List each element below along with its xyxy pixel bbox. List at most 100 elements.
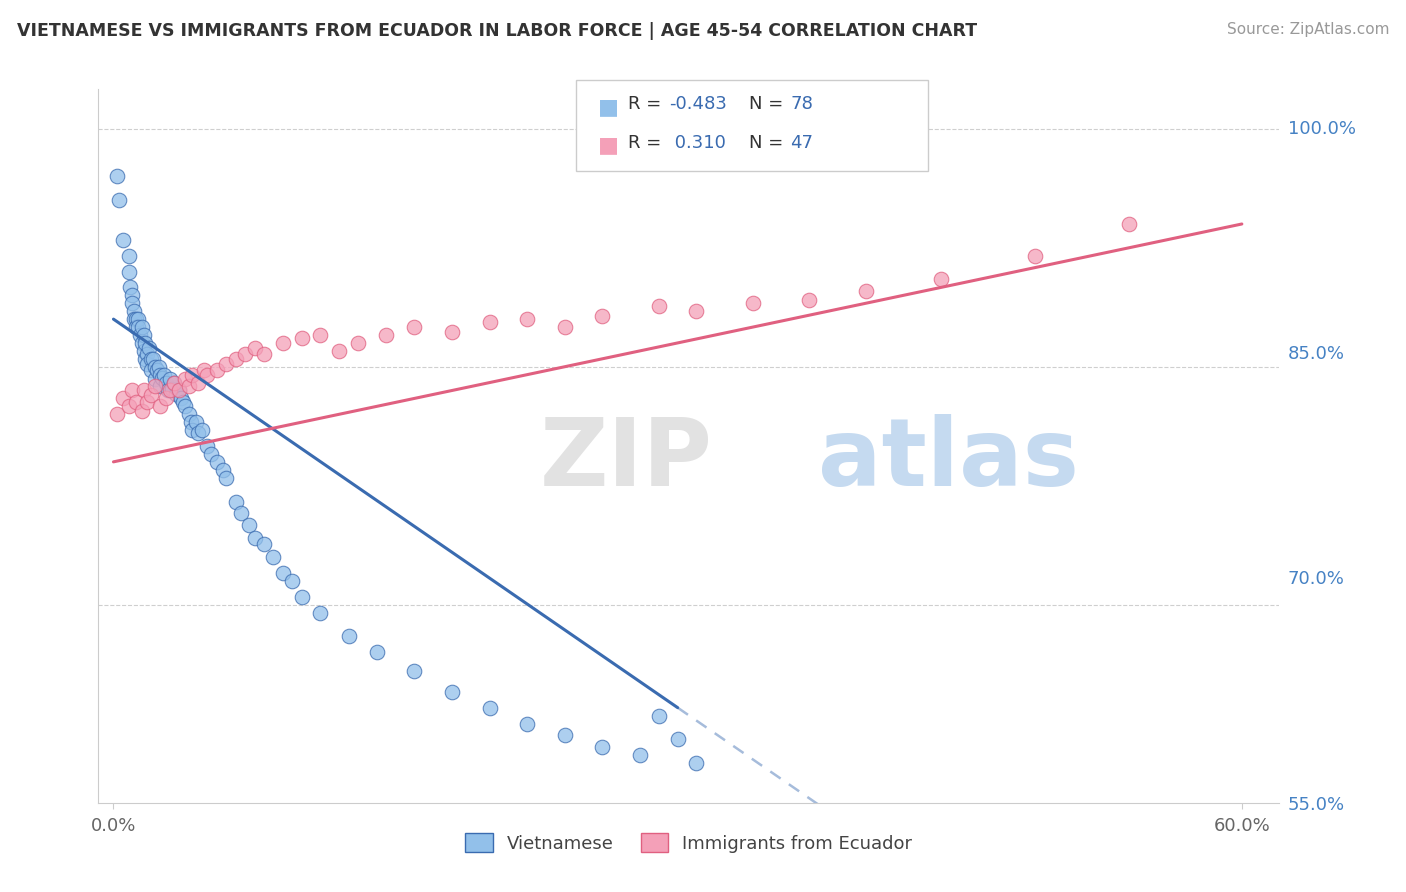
Point [628,748,651,763]
Point [741,296,763,310]
Point [155,392,177,406]
Point [108,193,131,207]
Point [174,400,197,414]
Point [191,423,214,437]
Text: Source: ZipAtlas.com: Source: ZipAtlas.com [1226,22,1389,37]
Point [685,756,707,771]
Point [290,590,312,604]
Point [127,312,149,326]
Point [134,351,156,366]
Point [648,708,671,723]
Point [159,372,181,386]
Text: R =: R = [628,134,668,152]
Point [193,363,215,377]
Point [290,331,312,345]
Text: 0.310: 0.310 [669,134,725,152]
Point [121,288,143,302]
Point [136,357,159,371]
Point [143,372,166,386]
Point [187,426,209,441]
Point [225,494,247,508]
Text: N =: N = [749,134,789,152]
Point [225,351,247,366]
Point [186,415,208,429]
Text: R =: R = [628,95,668,113]
Point [271,335,294,350]
Point [139,363,162,377]
Point [127,320,149,334]
Point [211,463,233,477]
Point [131,404,153,418]
Point [591,740,613,755]
Point [516,716,538,731]
Point [440,685,463,699]
Point [105,407,128,421]
Point [1024,249,1046,263]
Point [138,341,160,355]
Text: 47: 47 [790,134,813,152]
Point [169,384,191,398]
Point [111,392,134,406]
Point [516,312,538,326]
Point [799,293,821,307]
Point [337,629,360,643]
Point [132,384,155,398]
Point [215,357,238,371]
Point [155,376,177,390]
Point [111,233,134,247]
Point [215,471,238,485]
Text: ■: ■ [598,97,619,117]
Point [125,312,148,326]
Point [117,249,139,263]
Point [122,304,145,318]
Text: ZIP: ZIP [540,414,713,507]
Point [404,664,426,678]
Text: ■: ■ [598,136,619,155]
Point [117,264,139,278]
Point [105,169,128,184]
Point [554,728,576,742]
Point [131,320,153,334]
Point [1118,217,1140,231]
Point [243,531,266,545]
Point [165,386,187,401]
Point [143,359,166,374]
Point [136,394,159,409]
Point [181,423,204,437]
Point [181,368,204,382]
Point [132,343,155,358]
Point [132,328,155,343]
Point [156,384,179,398]
Point [169,384,191,398]
Point [149,378,172,392]
Point [478,315,501,329]
Point [149,400,172,414]
Point [231,506,253,520]
Point [131,335,153,350]
Point [253,347,276,361]
Point [121,384,143,398]
Point [309,328,332,343]
Point [347,335,370,350]
Point [120,280,142,294]
Point [143,378,166,392]
Point [205,363,228,377]
Point [478,700,501,714]
Point [554,320,576,334]
Point [648,300,671,314]
Point [159,384,181,398]
Point [121,296,143,310]
Point [128,328,150,343]
Point [134,335,156,350]
Point [122,312,145,326]
Point [174,372,197,386]
Point [145,363,167,377]
Text: 78: 78 [790,95,813,113]
Point [666,732,689,747]
Point [180,415,202,429]
Point [160,382,183,396]
Point [125,320,148,334]
Point [591,309,613,323]
Point [404,320,426,334]
Point [170,392,193,406]
